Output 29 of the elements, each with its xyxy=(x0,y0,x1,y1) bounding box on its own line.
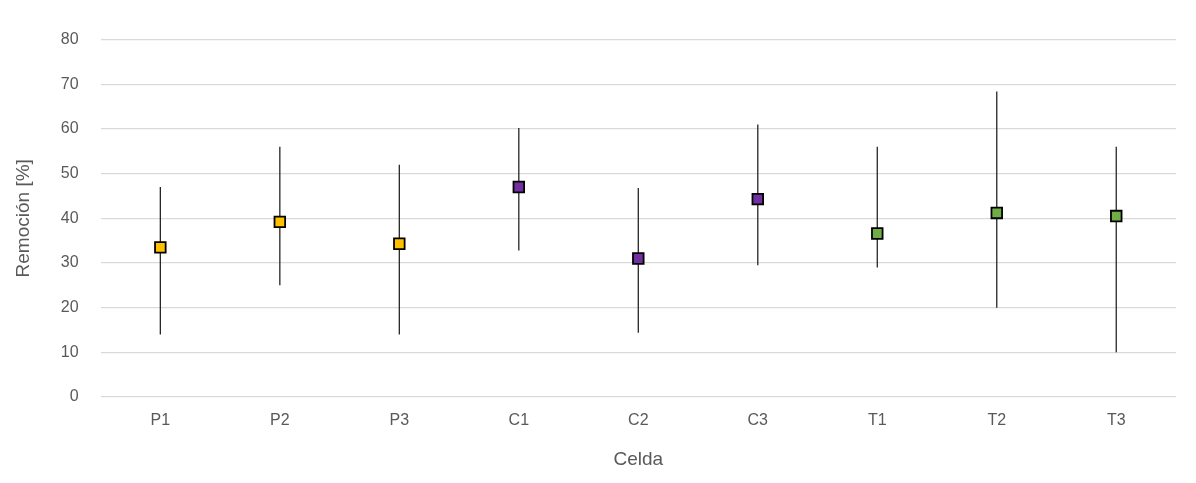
x-tick-label: T3 xyxy=(1106,411,1126,429)
y-tick-label: 0 xyxy=(69,387,79,405)
x-tick-label: C1 xyxy=(508,411,530,429)
x-tick-label: C3 xyxy=(747,411,769,429)
y-tick-label: 20 xyxy=(60,298,79,316)
point xyxy=(632,252,645,265)
point xyxy=(990,206,1003,220)
point xyxy=(751,192,764,206)
y-tick-label: 10 xyxy=(60,342,79,360)
point xyxy=(512,180,526,194)
x-tick-label: T2 xyxy=(987,411,1007,429)
x-tick-label: P1 xyxy=(150,411,171,429)
y-axis-title: Remoción [%] xyxy=(11,159,33,278)
point xyxy=(871,227,884,240)
y-tick-label: 30 xyxy=(60,253,79,271)
point xyxy=(154,241,167,254)
point xyxy=(273,215,287,229)
x-axis-title: Celda xyxy=(613,447,664,469)
y-tick-label: 50 xyxy=(60,164,79,182)
y-tick-label: 80 xyxy=(60,30,79,48)
y-tick-label: 40 xyxy=(60,208,79,226)
y-tick-label: 60 xyxy=(60,119,79,137)
x-tick-label: C2 xyxy=(628,411,649,429)
x-tick-label: P2 xyxy=(270,411,290,429)
point xyxy=(1110,209,1123,223)
x-tick-label: P3 xyxy=(389,411,410,429)
y-tick-label: 70 xyxy=(60,74,79,92)
x-tick-label: T1 xyxy=(867,411,887,429)
point xyxy=(393,237,406,250)
